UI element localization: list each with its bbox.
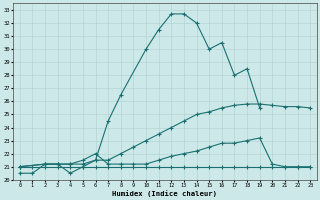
X-axis label: Humidex (Indice chaleur): Humidex (Indice chaleur) [113, 190, 218, 197]
